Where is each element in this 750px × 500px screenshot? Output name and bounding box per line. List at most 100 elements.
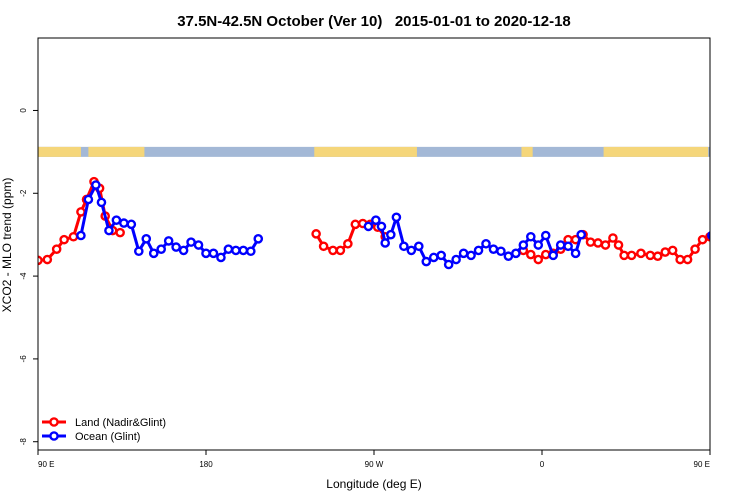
legend: Land (Nadir&Glint) Ocean (Glint)	[42, 417, 166, 443]
series-layer	[38, 176, 750, 270]
land-band-segment	[314, 146, 417, 157]
data-point-ocean	[193, 240, 204, 250]
series-ocean	[76, 180, 750, 270]
data-point-land	[608, 233, 618, 243]
data-point-ocean	[555, 240, 566, 250]
data-point-ocean	[496, 246, 506, 257]
y-tick-label: -6	[19, 355, 28, 363]
data-point-ocean	[723, 181, 730, 188]
data-point-ocean	[428, 252, 439, 263]
series-line-ocean	[712, 185, 750, 253]
data-point-ocean	[716, 196, 723, 203]
x-tick-label: 180	[199, 460, 213, 469]
data-point-land	[718, 196, 725, 203]
y-tick-label: -2	[19, 189, 28, 197]
data-point-land	[626, 250, 637, 261]
data-point-land	[51, 244, 62, 254]
data-point-land	[744, 227, 750, 234]
data-point-land	[318, 241, 329, 252]
data-point-land	[736, 212, 743, 219]
data-point-ocean	[186, 237, 196, 247]
data-point-ocean	[156, 244, 166, 254]
data-point-ocean	[576, 229, 587, 240]
data-point-ocean	[729, 199, 736, 206]
data-point-ocean	[744, 217, 750, 224]
data-point-ocean	[391, 212, 402, 223]
data-point-ocean	[511, 248, 521, 259]
data-point-ocean	[371, 215, 381, 225]
data-point-land	[636, 248, 646, 259]
data-point-ocean	[253, 234, 264, 244]
legend-label: Land (Nadir&Glint)	[75, 417, 166, 429]
data-point-land	[712, 208, 719, 215]
data-point-land	[731, 185, 738, 192]
data-point-ocean	[76, 230, 86, 241]
land-mask-band	[38, 146, 710, 157]
x-axis-label: Longitude (deg E)	[326, 477, 421, 491]
x-tick-label: 0	[540, 460, 545, 469]
y-tick-label: -8	[19, 438, 28, 446]
data-point-ocean	[171, 242, 181, 252]
data-point-ocean	[736, 227, 743, 234]
data-point-land	[725, 178, 732, 185]
data-point-ocean	[451, 254, 461, 265]
data-point-land	[585, 237, 596, 247]
x-axis: 90 E 180 90 W 0 90 E	[37, 450, 711, 469]
data-point-ocean	[488, 244, 499, 254]
data-point-land	[593, 238, 603, 248]
data-point-ocean	[406, 245, 417, 256]
x-tick-label: 90 W	[365, 460, 384, 469]
data-point-ocean	[223, 244, 234, 254]
data-point-land	[115, 227, 125, 238]
data-point-land	[76, 207, 86, 217]
data-point-ocean	[466, 250, 476, 261]
data-point-land	[660, 247, 671, 257]
land-band-segment	[88, 146, 145, 157]
data-point-ocean	[201, 248, 211, 259]
data-point-land	[619, 250, 629, 261]
data-point-ocean	[399, 241, 409, 252]
y-tick-label: 0	[19, 108, 28, 113]
data-point-land	[697, 234, 708, 245]
data-point-land	[600, 240, 611, 250]
legend-label: Ocean (Glint)	[75, 431, 140, 443]
data-point-ocean	[707, 231, 710, 240]
data-point-ocean	[443, 259, 454, 270]
data-point-land	[675, 254, 685, 265]
data-point-land	[343, 238, 353, 249]
data-point-ocean	[141, 234, 152, 244]
data-point-ocean	[83, 194, 94, 205]
data-point-ocean	[540, 230, 551, 241]
data-point-ocean	[178, 245, 189, 256]
y-tick-label: -4	[19, 272, 28, 280]
data-point-ocean	[238, 245, 249, 256]
data-point-ocean	[436, 250, 447, 261]
data-point-land	[42, 254, 53, 265]
data-point-ocean	[104, 225, 114, 236]
data-point-ocean	[163, 236, 174, 246]
data-point-ocean	[413, 241, 424, 252]
data-point-land	[652, 251, 663, 262]
data-point-ocean	[458, 248, 469, 259]
data-point-ocean	[216, 252, 226, 263]
land-band-segment	[603, 146, 709, 157]
data-point-land	[690, 244, 700, 254]
data-point-ocean	[421, 256, 432, 267]
data-point-land	[667, 245, 678, 256]
data-point-ocean	[111, 215, 122, 225]
data-point-ocean	[380, 238, 391, 248]
data-point-land	[68, 231, 79, 242]
x-tick-label: 90 E	[38, 460, 54, 469]
data-point-ocean	[119, 218, 129, 228]
land-band-segment	[521, 146, 533, 157]
data-point-ocean	[503, 251, 514, 262]
data-point-ocean	[245, 246, 256, 257]
data-point-ocean	[526, 231, 536, 242]
data-point-land	[328, 245, 338, 256]
legend-swatch-marker	[49, 417, 59, 427]
data-point-land	[59, 234, 69, 245]
legend-entry-ocean: Ocean (Glint)	[42, 431, 140, 443]
data-point-ocean	[133, 246, 144, 257]
data-point-ocean	[126, 219, 137, 230]
